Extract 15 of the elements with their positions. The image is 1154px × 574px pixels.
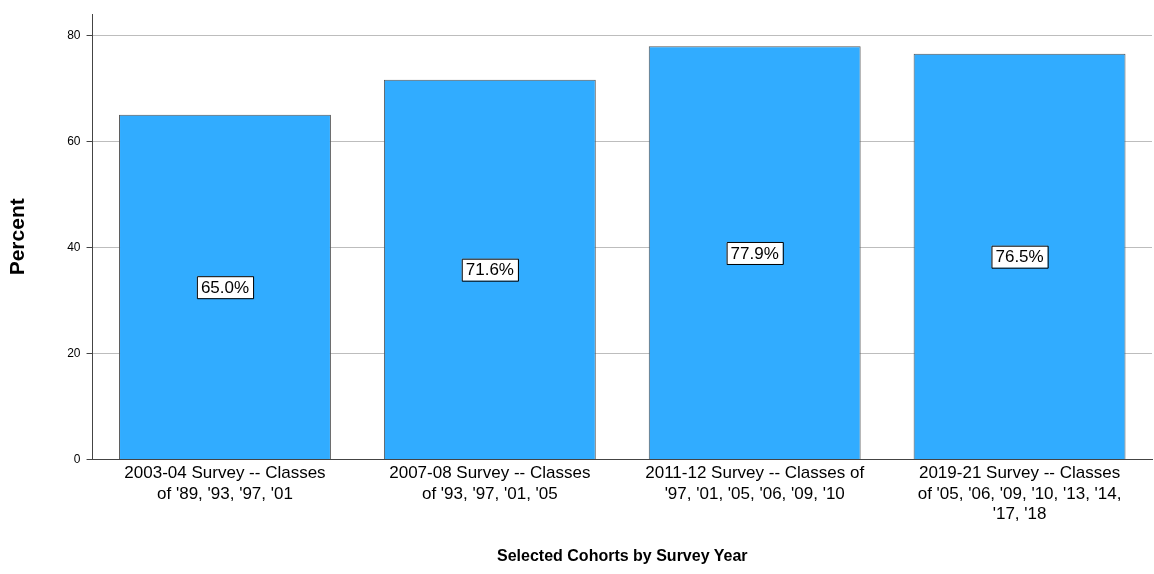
data-label: 76.5% [995,247,1044,267]
data-label: 71.6% [465,260,514,280]
y-tick-label: 60 [67,133,81,148]
y-tick-label: 20 [67,345,81,360]
x-tick-label: 2019-21 Survey -- Classes of '05, '06, '09, '10, '13, '14, '17, '18 [917,463,1122,524]
y-tick-label: 0 [73,451,81,466]
data-label: 77.9% [730,243,779,263]
y-axis-title: Percent [5,198,29,276]
y-tick-label: 80 [67,27,81,42]
x-tick-label: 2011-12 Survey -- Classes of '97, '01, '05, '06, '09, '10 [645,463,865,503]
x-axis-title: Selected Cohorts by Survey Year [497,546,748,564]
data-label: 65.0% [200,277,250,297]
x-tick-label: 2003-04 Survey -- Classes of '89, '93, '97, '01 [124,463,326,503]
x-tick-label: 2007-08 Survey -- Classes of '93, '97, '01, '05 [389,463,591,503]
y-tick-label: 40 [67,239,81,254]
